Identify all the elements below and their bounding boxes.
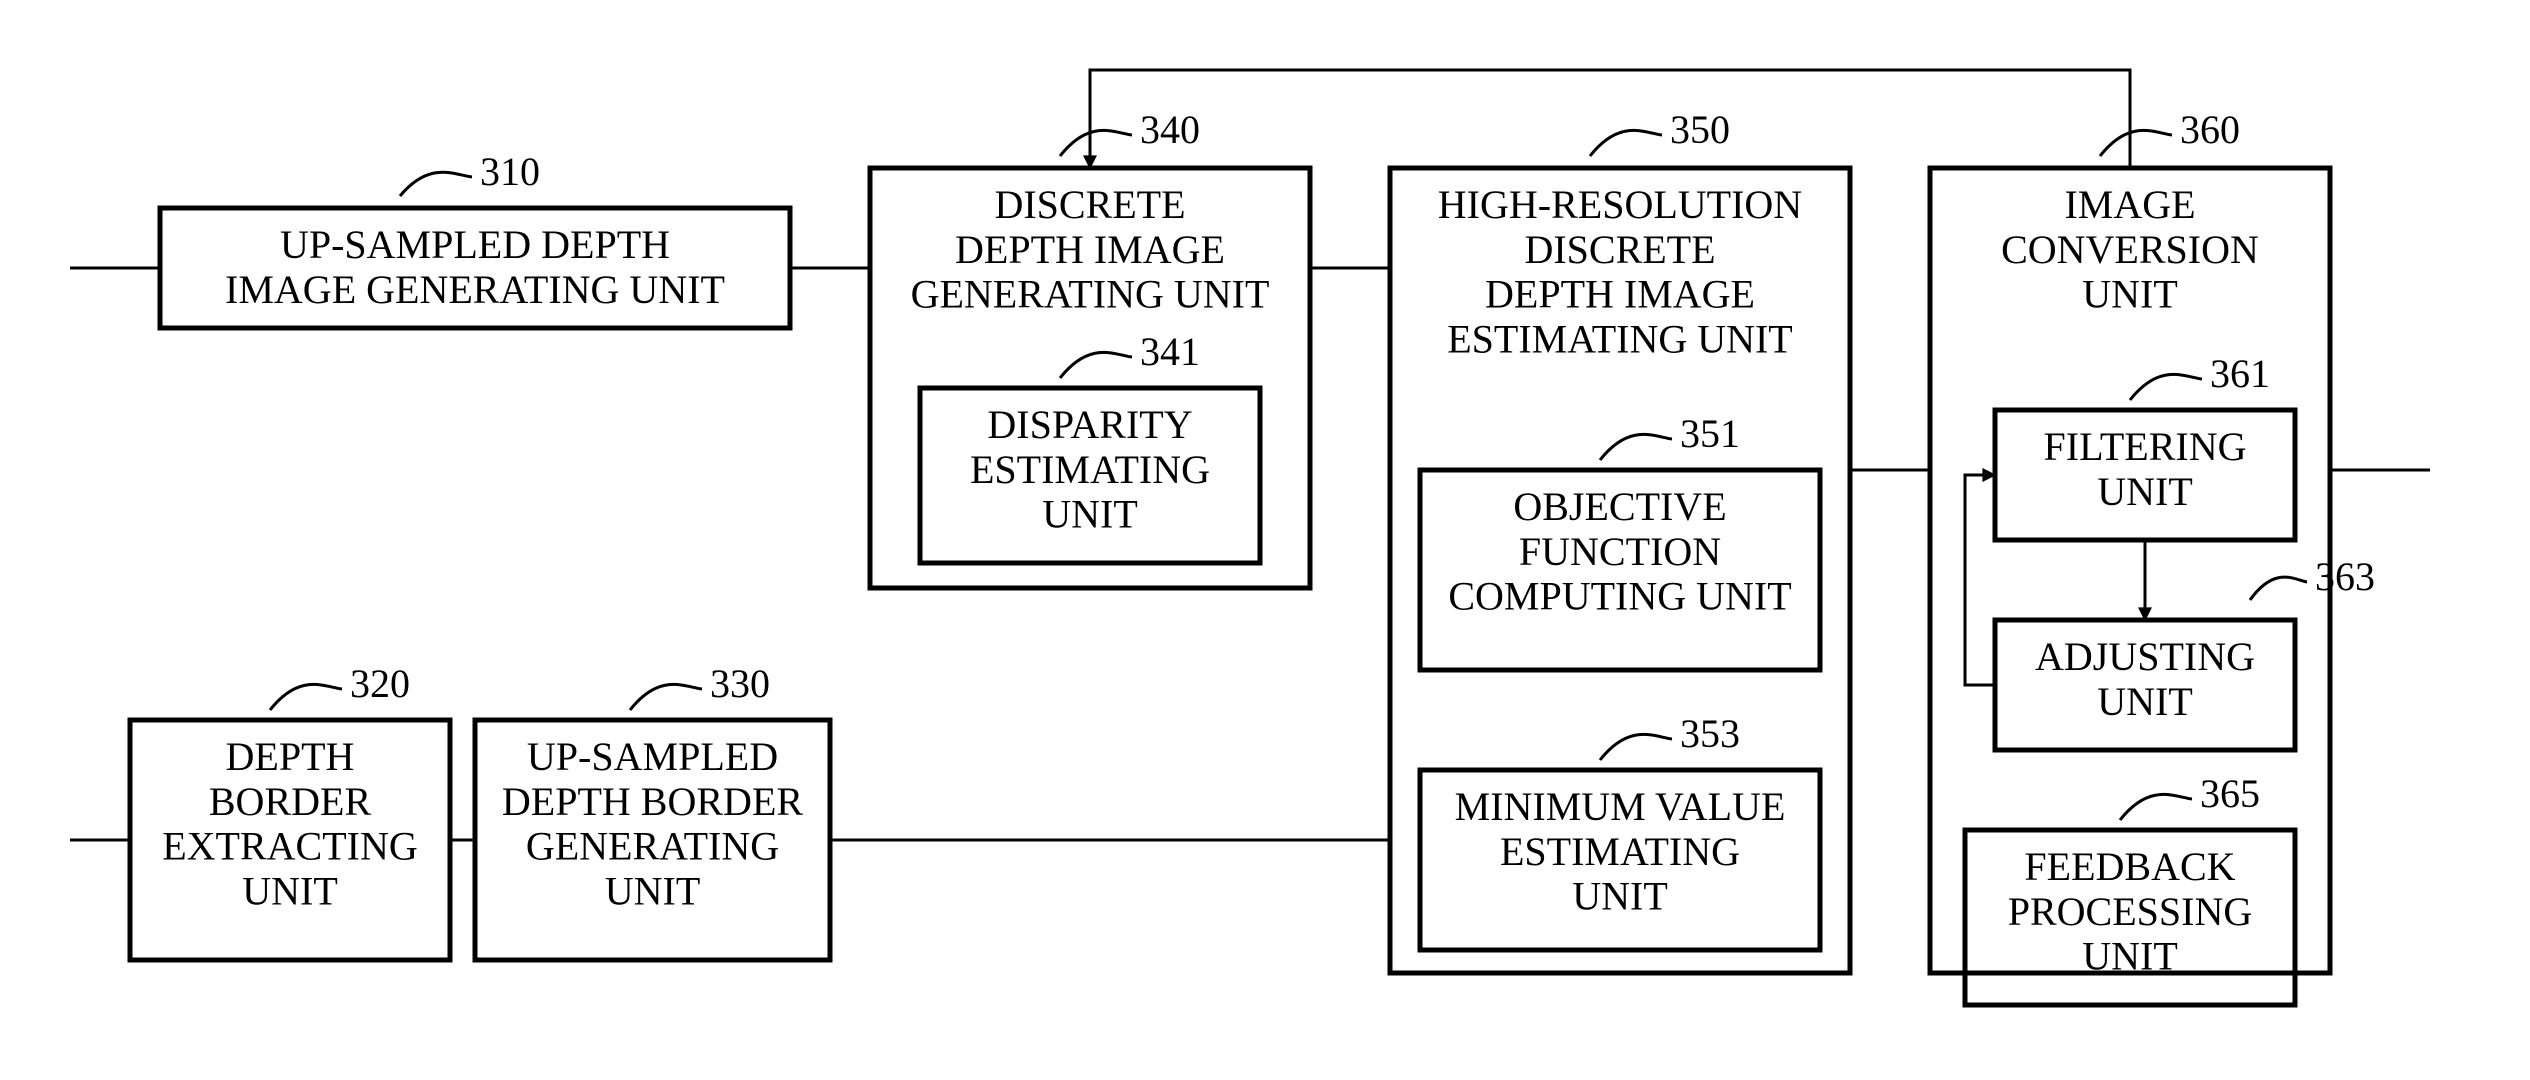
block-340-line1: DEPTH IMAGE xyxy=(955,227,1225,272)
block-350-line1: DISCRETE xyxy=(1524,227,1715,272)
block-361-line0: FILTERING xyxy=(2044,424,2247,469)
ref-360: 360 xyxy=(2180,107,2240,152)
block-320-line2: EXTRACTING xyxy=(162,824,418,869)
block-330-line2: GENERATING xyxy=(526,824,779,869)
block-351-line1: FUNCTION xyxy=(1519,529,1721,574)
ref-320: 320 xyxy=(350,661,410,706)
edge-n363-loop-n361 xyxy=(1965,475,1995,685)
block-diagram: UP-SAMPLED DEPTHIMAGE GENERATING UNIT310… xyxy=(0,0,2530,1080)
ref-310: 310 xyxy=(480,149,540,194)
block-353-line1: ESTIMATING xyxy=(1500,829,1740,874)
ref-340: 340 xyxy=(1140,107,1200,152)
edge-feedback-360-to-340 xyxy=(1090,70,2130,168)
block-330-line0: UP-SAMPLED xyxy=(527,734,778,779)
block-341-line0: DISPARITY xyxy=(987,402,1192,447)
block-360-line2: UNIT xyxy=(2082,272,2178,317)
ref-365: 365 xyxy=(2200,771,2260,816)
block-341-line1: ESTIMATING xyxy=(970,447,1210,492)
block-351-line0: OBJECTIVE xyxy=(1513,484,1726,529)
block-350-line0: HIGH-RESOLUTION xyxy=(1438,182,1802,227)
block-340-line0: DISCRETE xyxy=(994,182,1185,227)
block-353-line2: UNIT xyxy=(1572,874,1668,919)
ref-353: 353 xyxy=(1680,711,1740,756)
block-363-line0: ADJUSTING xyxy=(2035,634,2255,679)
block-341-line2: UNIT xyxy=(1042,492,1138,537)
block-365-line1: PROCESSING xyxy=(2008,889,2253,934)
ref-361: 361 xyxy=(2210,351,2270,396)
block-310-line1: IMAGE GENERATING UNIT xyxy=(225,267,725,312)
block-320-line3: UNIT xyxy=(242,868,338,913)
block-340-line2: GENERATING UNIT xyxy=(911,272,1270,317)
ref-351: 351 xyxy=(1680,411,1740,456)
ref-363: 363 xyxy=(2315,554,2375,599)
block-361-line1: UNIT xyxy=(2097,469,2193,514)
ref-330: 330 xyxy=(710,661,770,706)
block-360-line1: CONVERSION xyxy=(2001,227,2259,272)
block-363-line1: UNIT xyxy=(2097,679,2193,724)
block-353-line0: MINIMUM VALUE xyxy=(1455,784,1786,829)
block-320-line1: BORDER xyxy=(209,779,372,824)
ref-341: 341 xyxy=(1140,329,1200,374)
block-365-line0: FEEDBACK xyxy=(2024,844,2235,889)
block-365-line2: UNIT xyxy=(2082,934,2178,979)
block-350-line2: DEPTH IMAGE xyxy=(1485,272,1755,317)
block-330-line3: UNIT xyxy=(605,868,701,913)
block-320-line0: DEPTH xyxy=(226,734,355,779)
block-350-line3: ESTIMATING UNIT xyxy=(1447,316,1793,361)
block-330-line1: DEPTH BORDER xyxy=(502,779,803,824)
block-360-line0: IMAGE xyxy=(2064,182,2195,227)
block-310-line0: UP-SAMPLED DEPTH xyxy=(280,222,670,267)
ref-350: 350 xyxy=(1670,107,1730,152)
block-351-line2: COMPUTING UNIT xyxy=(1448,574,1791,619)
